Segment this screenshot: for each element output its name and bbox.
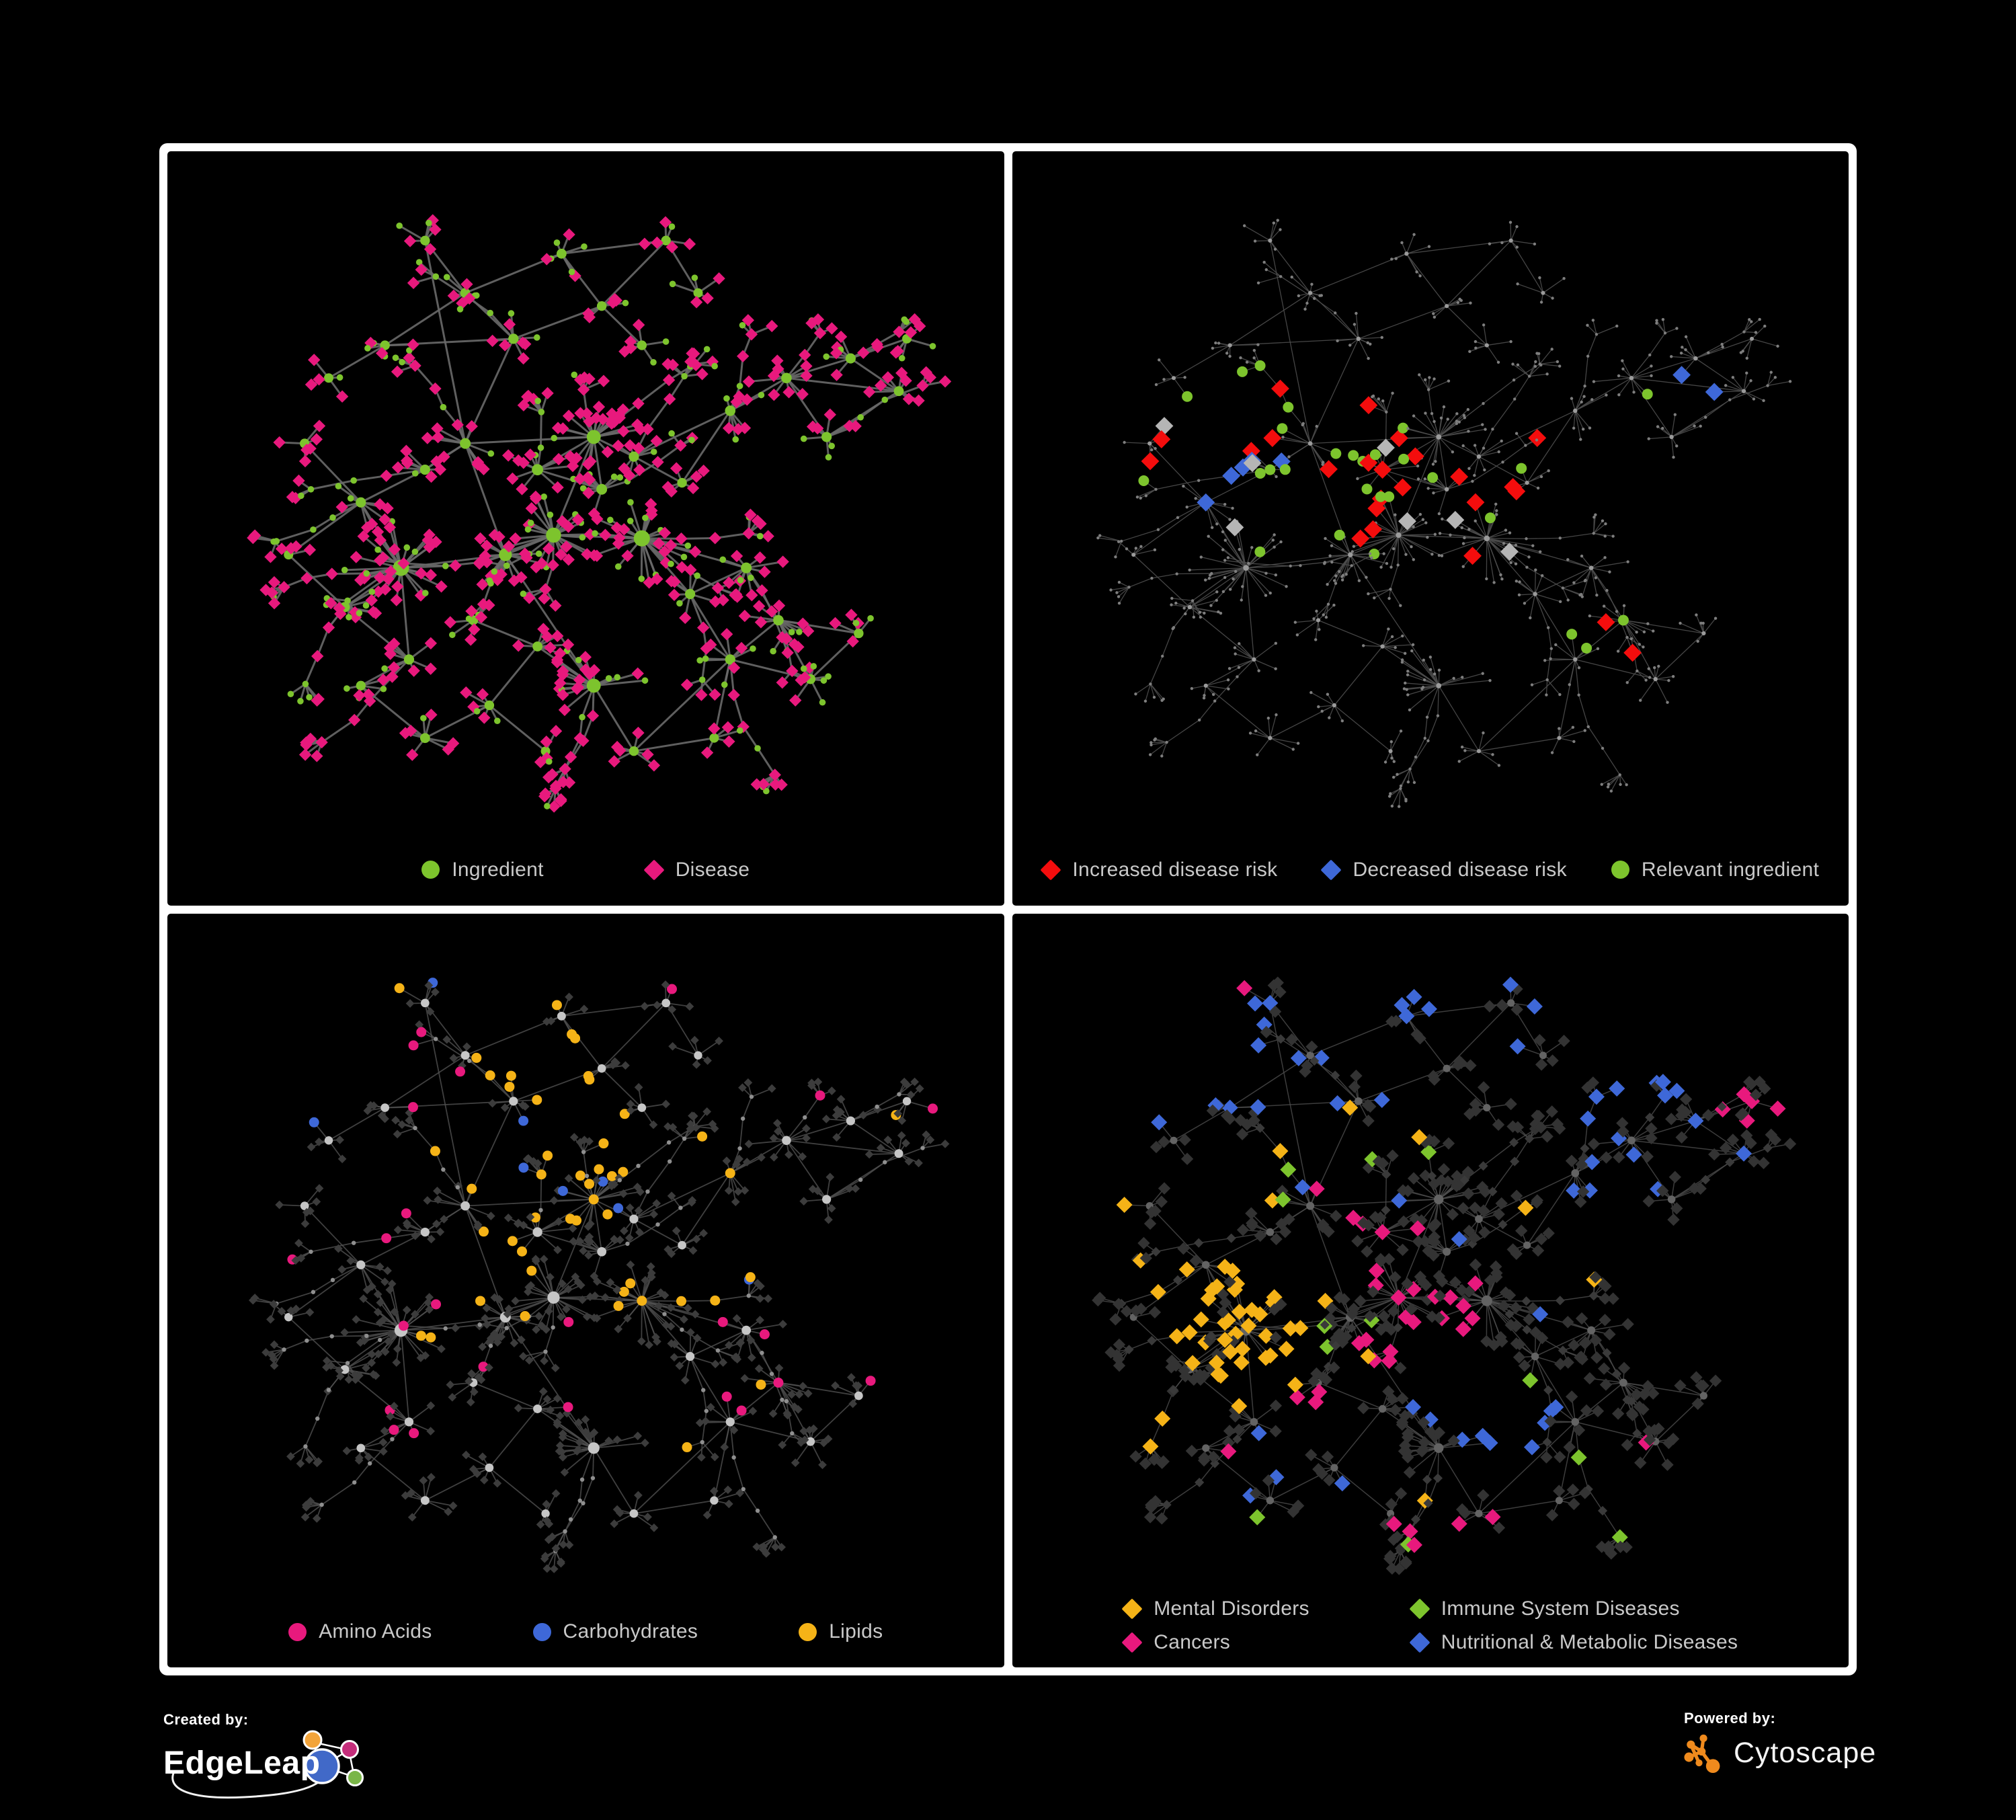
disease-swatch-icon [643,859,665,881]
legend-item: Lipids [799,1620,883,1643]
panel-disease-risk: Increased disease risk Decreased disease… [1012,151,1849,906]
panel-ingredient-disease: Ingredient Disease [167,151,1004,906]
mental-disorders-swatch-icon [1121,1598,1143,1620]
figure-grid: Ingredient Disease Increased disease ris… [159,143,1857,1675]
legend-label: Cancers [1154,1631,1231,1653]
legend-item: Immune System Diseases [1409,1597,1738,1620]
network-graph-ingredient-disease [247,214,952,813]
network-graph-nutrient-classes [248,977,950,1573]
edgeleap-wordmark: EdgeLeap [163,1745,321,1781]
carbohydrates-swatch-icon [532,1622,551,1641]
edgeleap-logo-mark [171,1730,364,1799]
legend-item: Disease [643,858,750,881]
decreased-risk-swatch-icon [1320,859,1342,881]
increased-risk-swatch-icon [1040,859,1061,881]
legend-item: Amino Acids [288,1620,432,1643]
network-graph-disease-risk [1096,219,1791,808]
cytoscape-logo-icon [1684,1734,1720,1773]
panel-disease-classes: Mental Disorders Immune System Diseases … [1012,913,1849,1667]
legend-disease-classes: Mental Disorders Immune System Diseases … [1012,1597,1849,1654]
legend-item: Ingredient [421,859,543,881]
relevant-ingredient-swatch-icon [1611,861,1629,879]
cancers-swatch-icon [1121,1632,1143,1653]
legend-label: Decreased disease risk [1353,858,1567,881]
legend-item: Mental Disorders [1121,1597,1309,1620]
edgeleap-logo: EdgeLeap [163,1730,392,1805]
legend-item: Carbohydrates [532,1620,698,1643]
legend-item: Decreased disease risk [1320,858,1567,881]
legend-label: Lipids [829,1620,883,1643]
edgeleap-credit: Created by: EdgeLeap [163,1711,392,1805]
legend-disease-risk: Increased disease risk Decreased disease… [1012,859,1849,881]
legend-ingredient-disease: Ingredient Disease [167,859,1004,881]
legend-label: Immune System Diseases [1441,1597,1680,1620]
immune-diseases-swatch-icon [1409,1598,1430,1620]
cytoscape-wordmark: Cytoscape [1734,1736,1877,1769]
legend-label: Ingredient [452,858,544,881]
legend-item: Nutritional & Metabolic Diseases [1409,1631,1738,1654]
legend-label: Disease [675,858,750,881]
legend-item: Relevant ingredient [1611,859,1819,881]
legend-label: Nutritional & Metabolic Diseases [1441,1631,1738,1653]
legend-label: Relevant ingredient [1641,858,1820,881]
amino-acids-swatch-icon [288,1622,307,1641]
created-by-label: Created by: [163,1711,249,1728]
legend-nutrient-classes: Amino Acids Carbohydrates Lipids [167,1620,1004,1643]
cytoscape-credit: Powered by: Cytoscape [1684,1710,1876,1774]
legend-item: Cancers [1121,1631,1309,1654]
nutritional-metabolic-swatch-icon [1409,1632,1430,1653]
legend-label: Carbohydrates [563,1620,698,1643]
legend-label: Mental Disorders [1154,1597,1309,1620]
network-graph-disease-classes [1091,976,1796,1575]
legend-label: Increased disease risk [1072,858,1278,881]
panel-nutrient-classes: Amino Acids Carbohydrates Lipids [167,913,1004,1667]
ingredient-swatch-icon [421,861,440,879]
legend-item: Increased disease risk [1040,858,1278,881]
powered-by-label: Powered by: [1684,1710,1776,1727]
cytoscape-logo: Cytoscape [1684,1731,1876,1774]
legend-label: Amino Acids [319,1620,432,1643]
lipids-swatch-icon [799,1622,817,1641]
